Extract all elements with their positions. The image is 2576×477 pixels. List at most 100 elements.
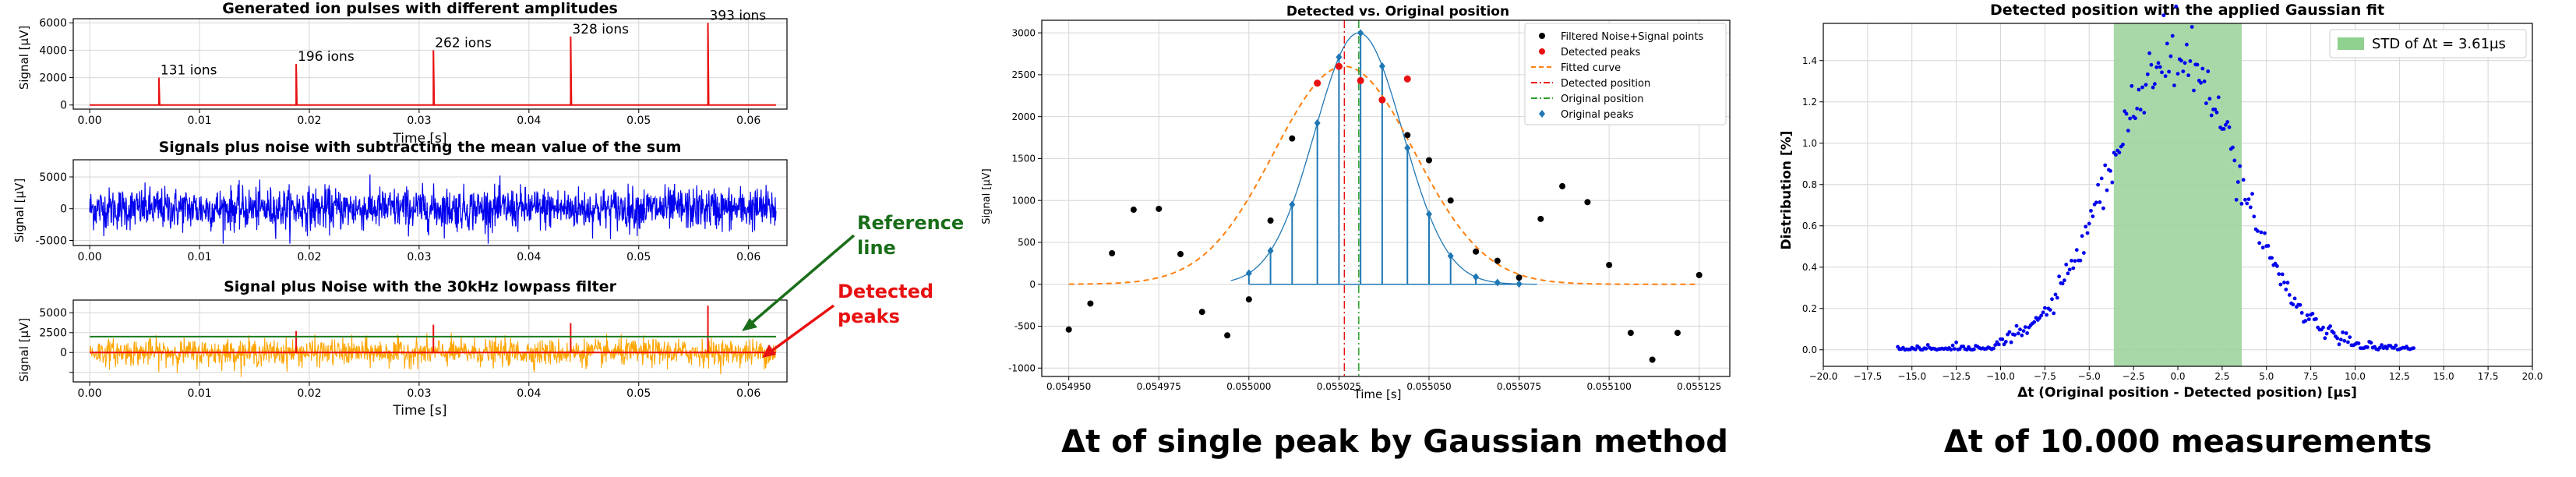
distribution-point bbox=[2023, 325, 2027, 329]
filtered-point bbox=[1696, 271, 1703, 278]
tick-label-x-dist: −2.5 bbox=[2123, 371, 2145, 382]
tick-label-x-dist: −15.0 bbox=[1897, 371, 1926, 382]
tick-label-x-dist: −7.5 bbox=[2034, 371, 2056, 382]
tick-label-y-pulses: 6000 bbox=[39, 17, 67, 30]
tick-label-x-single: 0.054975 bbox=[1137, 381, 1181, 392]
tick-label-y-dist: 1.4 bbox=[1802, 55, 1817, 66]
filtered-point bbox=[1198, 309, 1205, 316]
distribution-point bbox=[2149, 62, 2154, 67]
reference-arrow-shaft bbox=[745, 234, 856, 329]
distribution-point bbox=[2003, 340, 2008, 344]
original-peak-marker bbox=[1378, 62, 1385, 70]
legend-box bbox=[2329, 29, 2527, 58]
distribution-point bbox=[2224, 122, 2228, 127]
chart-title-distribution: Detected position with the applied Gauss… bbox=[1990, 2, 2384, 19]
distribution-point bbox=[2204, 101, 2208, 105]
distribution-point bbox=[1954, 340, 1959, 344]
tick-label-x-pulses: 0.00 bbox=[78, 115, 102, 127]
distribution-point bbox=[2206, 69, 2211, 73]
distribution-point bbox=[2020, 333, 2024, 337]
tick-label-x-dist: 7.5 bbox=[2303, 371, 2318, 382]
distribution-point bbox=[2145, 72, 2150, 76]
chart-single-peak: Detected vs. Original position 0.054950 0… bbox=[981, 4, 1731, 401]
distribution-point bbox=[2016, 331, 2020, 336]
reference-arrow-head bbox=[742, 318, 757, 331]
tick-label-y-filtered: 5000 bbox=[39, 307, 67, 320]
distribution-point bbox=[1949, 348, 1953, 352]
chart-title-single-peak: Detected vs. Original position bbox=[1286, 4, 1509, 19]
original-peak-marker bbox=[1336, 53, 1343, 62]
distribution-point bbox=[2110, 180, 2115, 185]
filtered-point bbox=[1473, 248, 1480, 255]
distribution-point bbox=[2147, 51, 2152, 55]
legend-single-peak: Filtered Noise+Signal points Detected pea… bbox=[1524, 23, 1727, 125]
tick-label-x-single: 0.055125 bbox=[1677, 381, 1721, 392]
distribution-point bbox=[2094, 200, 2098, 205]
filtered-point bbox=[1494, 257, 1501, 264]
distribution-point bbox=[1913, 347, 1918, 352]
tick-label-x-dist: 15.0 bbox=[2433, 371, 2454, 382]
original-peak-marker bbox=[1314, 118, 1321, 127]
distribution-point bbox=[2323, 336, 2327, 341]
distribution-point bbox=[2108, 168, 2112, 173]
distribution-point bbox=[2190, 25, 2194, 29]
distribution-point bbox=[2256, 229, 2260, 233]
tick-label-x-noise: 0.00 bbox=[78, 251, 102, 263]
tick-label-y-pulses: 4000 bbox=[39, 44, 67, 57]
tick-label-y-single: 500 bbox=[1018, 237, 1036, 248]
filtered-point bbox=[1130, 207, 1137, 214]
distribution-point bbox=[2231, 145, 2235, 150]
tick-label-x-single: 0.055025 bbox=[1317, 381, 1361, 392]
distribution-point bbox=[2013, 333, 2017, 337]
plot-area-single-peak: 0.054950 0.054975 0.055000 0.055025 0.055050… bbox=[1008, 19, 1731, 392]
original-peak-marker bbox=[1425, 210, 1432, 218]
tick-label-y-single: 2500 bbox=[1011, 69, 1036, 80]
distribution-point bbox=[2135, 106, 2140, 111]
distribution-point bbox=[2346, 340, 2350, 344]
distribution-point bbox=[2227, 125, 2232, 129]
filtered-point bbox=[1224, 332, 1231, 339]
pulse-label: 328 ions bbox=[572, 22, 629, 37]
ylabel-single-peak: Signal [µV] bbox=[981, 168, 993, 224]
filtered-point bbox=[1447, 197, 1454, 204]
filtered-point bbox=[1065, 326, 1072, 333]
chart-pulses: Generated ion pulses with different ampl… bbox=[17, 0, 788, 147]
original-peak-marker bbox=[1494, 278, 1501, 287]
filtered-point bbox=[1674, 330, 1681, 337]
pulse-series-line bbox=[90, 23, 776, 106]
filtered-point bbox=[1425, 157, 1432, 164]
distribution-point bbox=[2073, 259, 2077, 263]
tick-label-x-pulses: 0.02 bbox=[297, 115, 321, 127]
distribution-point bbox=[2098, 200, 2102, 204]
noise-series-line bbox=[89, 174, 777, 244]
tick-label-x-filtered: 0.02 bbox=[297, 387, 321, 400]
filtered-point bbox=[1109, 249, 1116, 256]
original-peak-marker bbox=[1357, 29, 1364, 37]
plot-area-pulses: 0.00 0.01 0.02 0.03 0.04 0.05 0.06 0 2000 4000 600… bbox=[39, 8, 788, 127]
detected-peak-point bbox=[1357, 76, 1364, 84]
tick-label-y-filtered: 0 bbox=[60, 347, 67, 359]
filtered-point bbox=[1606, 261, 1613, 268]
original-peak-marker bbox=[1447, 252, 1454, 260]
distribution-point bbox=[2168, 54, 2173, 58]
ylabel-pulses: Signal [µV] bbox=[17, 26, 31, 90]
tick-label-y-single: 1000 bbox=[1011, 195, 1036, 206]
distribution-point bbox=[2018, 327, 2022, 332]
distribution-point bbox=[2105, 188, 2109, 193]
tick-label-x-pulses: 0.03 bbox=[407, 115, 431, 127]
distribution-point bbox=[2128, 116, 2133, 121]
tick-label-x-dist: 12.5 bbox=[2389, 371, 2410, 382]
distribution-point bbox=[2174, 4, 2179, 9]
distribution-point bbox=[2114, 153, 2118, 157]
chart-filtered: Signal plus Noise with the 30kHz lowpass… bbox=[17, 278, 788, 419]
distribution-point bbox=[2243, 197, 2247, 202]
plot-background-pulses bbox=[73, 19, 787, 109]
tick-label-x-single: 0.055000 bbox=[1226, 381, 1271, 392]
distribution-point bbox=[2195, 62, 2200, 67]
filtered-point bbox=[1537, 215, 1544, 222]
filtered-point bbox=[1404, 132, 1411, 139]
tick-label-x-noise: 0.01 bbox=[187, 251, 211, 263]
distribution-point bbox=[2144, 83, 2148, 87]
distribution-point bbox=[1924, 346, 1928, 351]
distribution-point bbox=[2161, 13, 2166, 18]
